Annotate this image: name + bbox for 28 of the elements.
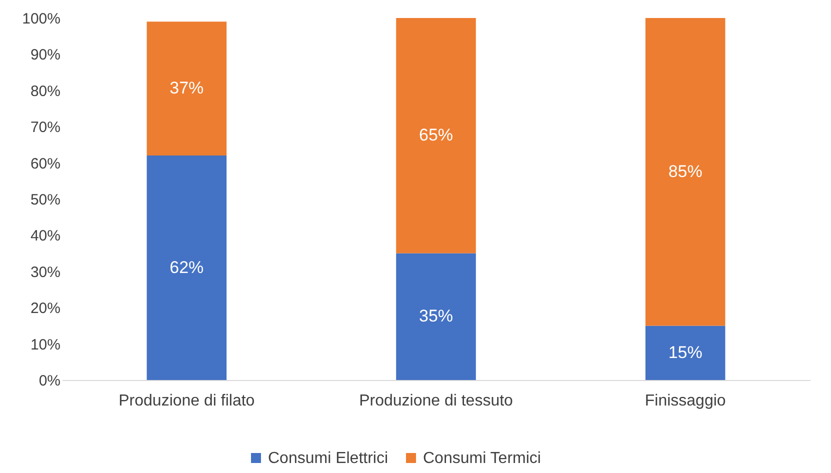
- y-tick-label: 30%: [30, 264, 60, 281]
- bar: [396, 253, 476, 380]
- x-tick-label: Produzione di tessuto: [359, 392, 514, 410]
- data-label: 85%: [668, 162, 702, 181]
- y-tick-label: 60%: [30, 155, 60, 172]
- x-tick-label: Produzione di filato: [118, 392, 255, 410]
- y-tick-label: 100%: [22, 10, 60, 28]
- y-tick-label: 10%: [30, 336, 60, 354]
- y-tick-label: 40%: [30, 228, 60, 245]
- bar: [396, 18, 476, 254]
- data-label: 62%: [170, 258, 204, 277]
- data-label: 65%: [418, 126, 454, 145]
- bar: [645, 18, 726, 326]
- data-label: 15%: [668, 342, 702, 362]
- y-tick-label: 20%: [30, 300, 60, 318]
- y-tick-label: 80%: [30, 82, 60, 100]
- data-label: 35%: [418, 306, 454, 326]
- y-tick-label: 70%: [30, 119, 60, 136]
- bar: [146, 22, 227, 156]
- y-tick-label: 90%: [30, 46, 60, 64]
- legend-label: Consumi Elettrici: [268, 450, 388, 467]
- bar: [146, 156, 227, 380]
- legend-label: Consumi Termici: [423, 450, 541, 467]
- x-tick-label: Finissaggio: [644, 392, 726, 410]
- data-label: 37%: [170, 78, 204, 98]
- bar: [645, 326, 726, 380]
- y-tick-label: 0%: [38, 372, 60, 390]
- y-tick-label: 50%: [30, 192, 60, 208]
